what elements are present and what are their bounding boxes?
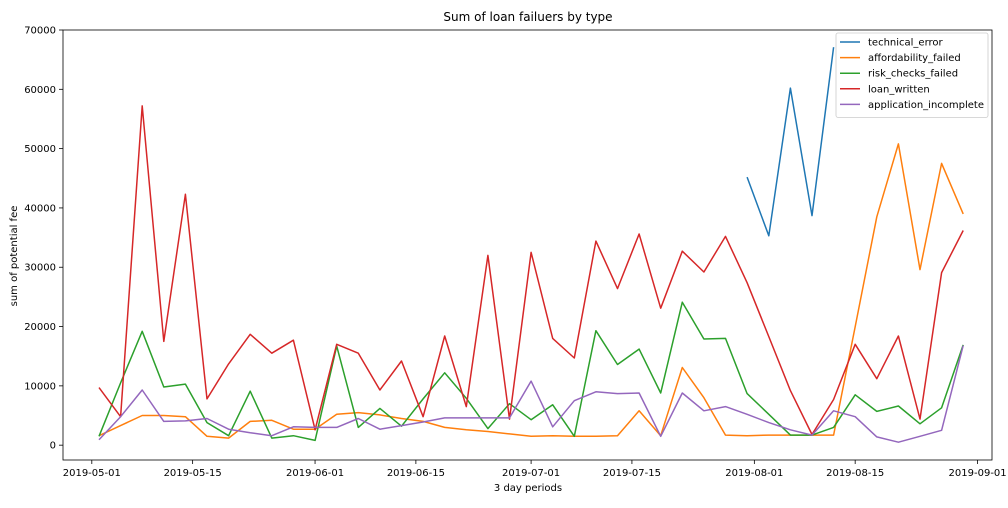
series-line-application_incomplete: [98, 345, 964, 443]
x-tick-label: 2019-07-01: [502, 468, 560, 479]
legend-label-application_incomplete: application_incomplete: [868, 100, 984, 111]
x-tick-label: 2019-07-15: [603, 468, 661, 479]
y-tick-label: 20000: [24, 322, 56, 333]
x-tick-label: 2019-08-01: [725, 468, 783, 479]
x-tick-label: 2019-06-15: [387, 468, 445, 479]
x-tick-label: 2019-08-15: [826, 468, 884, 479]
y-tick-label: 0: [50, 441, 56, 452]
legend-box: [835, 32, 989, 118]
series-line-loan_written: [98, 105, 964, 436]
y-tick-label: 40000: [24, 203, 56, 214]
x-tick-label: 2019-09-01: [949, 468, 1007, 479]
legend: technical_error affordability_failed risk_…: [835, 32, 989, 118]
y-tick-label: 50000: [24, 144, 56, 155]
plot-area: [98, 47, 964, 443]
y-tick-label: 10000: [24, 381, 56, 392]
series-line-technical_error: [746, 47, 835, 237]
series-line-affordability_failed: [98, 143, 964, 439]
legend-label-risk_checks_failed: risk_checks_failed: [868, 69, 958, 80]
y-tick-label: 30000: [24, 263, 56, 274]
legend-label-affordability_failed: affordability_failed: [868, 53, 961, 64]
y-axis-label: sum of potential fee: [9, 206, 20, 307]
legend-label-technical_error: technical_error: [868, 38, 944, 49]
plot-frame: [62, 29, 993, 461]
x-axis-label: 3 day periods: [494, 483, 562, 494]
legend-label-loan_written: loan_written: [868, 84, 930, 95]
y-tick-label: 60000: [24, 85, 56, 96]
x-tick-label: 2019-06-01: [286, 468, 344, 479]
chart-title: Sum of loan failuers by type: [443, 10, 612, 24]
series-line-risk_checks_failed: [98, 301, 964, 442]
y-tick-label: 70000: [24, 26, 56, 37]
axes: 0 10000 20000 30000 40000 50000 60000 70000 2019…: [24, 26, 1006, 480]
x-tick-label: 2019-05-15: [164, 468, 222, 479]
x-tick-label: 2019-05-01: [63, 468, 121, 479]
